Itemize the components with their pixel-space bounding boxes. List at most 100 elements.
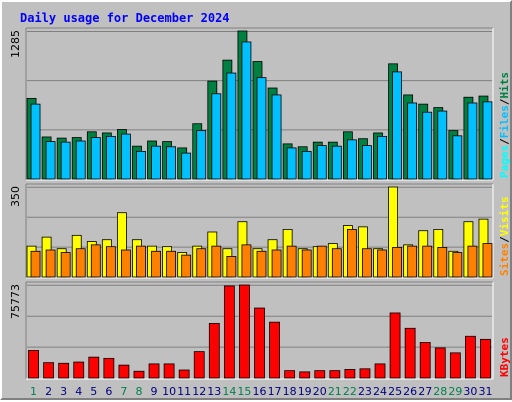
- legend-kbytes: KBytes: [498, 337, 511, 377]
- bar-files-day-10: [166, 146, 177, 180]
- x-tick-label: 24: [373, 385, 387, 398]
- legend-files: Files: [498, 105, 511, 138]
- legend-hits: Hits: [498, 72, 511, 99]
- x-tick-label: 30: [463, 385, 477, 398]
- bar-kbytes-day-17: [269, 321, 280, 379]
- bar-files-day-19: [301, 150, 312, 180]
- panel-visits-sites: 350 Sites/Visits: [9, 183, 511, 279]
- bar-sites-day-6: [105, 246, 116, 278]
- bar-sites-day-30: [467, 245, 478, 278]
- bar-sites-day-11: [181, 254, 192, 278]
- bar-kbytes-day-28: [434, 347, 446, 379]
- bar-files-day-25: [392, 71, 402, 180]
- bar-files-day-18: [286, 147, 297, 180]
- bar-kbytes-day-27: [419, 342, 431, 379]
- bar-files-day-12: [196, 130, 207, 180]
- bar-kbytes-day-25: [389, 312, 401, 379]
- bar-files-day-7: [121, 133, 131, 180]
- bar-files-day-21: [331, 145, 342, 180]
- x-tick-label: 20: [313, 385, 327, 398]
- x-tick-label: 25: [388, 385, 402, 398]
- bar-sites-day-4: [75, 248, 86, 278]
- x-tick-label: 4: [75, 385, 82, 398]
- bar-files-day-26: [407, 102, 418, 180]
- bar-sites-day-1: [30, 250, 41, 278]
- x-tick-label: 3: [60, 385, 67, 398]
- bar-files-day-4: [75, 140, 86, 180]
- bar-sites-day-16: [256, 250, 267, 278]
- bar-files-day-11: [181, 152, 192, 180]
- bar-kbytes-day-31: [480, 338, 491, 379]
- legend-visits-sites: Sites/Visits: [498, 197, 511, 277]
- bar-kbytes-day-13: [208, 322, 220, 379]
- x-tick-label: 1: [30, 385, 37, 398]
- x-tick-label: 29: [448, 385, 462, 398]
- bar-kbytes-day-14: [223, 285, 235, 379]
- x-tick-label: 13: [207, 385, 221, 398]
- y-max-label: 350: [9, 186, 22, 207]
- bar-sites-day-31: [482, 243, 493, 278]
- bar-sites-day-18: [286, 245, 297, 278]
- bar-kbytes-day-23: [359, 368, 371, 379]
- bar-kbytes-day-20: [314, 370, 326, 379]
- bar-sites-day-28: [437, 247, 448, 278]
- bar-kbytes-day-6: [103, 357, 115, 379]
- bar-sites-day-24: [377, 249, 387, 278]
- bar-files-day-29: [452, 135, 463, 180]
- bar-sites-day-26: [407, 245, 418, 278]
- bar-files-day-9: [151, 145, 161, 180]
- bar-sites-day-19: [301, 249, 312, 278]
- bar-files-day-2: [45, 141, 56, 180]
- bar-kbytes-day-18: [284, 370, 296, 379]
- bar-files-day-28: [437, 110, 448, 180]
- x-tick-label: 26: [403, 385, 417, 398]
- x-axis-labels: 1 2 3 4 5 6 7 8 9 10 11 12 13 14 15 16 17 18 19 20 21 22 23 24 2…: [30, 385, 492, 398]
- x-tick-label: 5: [90, 385, 97, 398]
- x-tick-label: 16: [253, 385, 267, 398]
- bar-sites-day-9: [151, 250, 161, 278]
- bar-kbytes-day-9: [148, 363, 160, 379]
- x-tick-label: 31: [478, 385, 492, 398]
- bar-sites-day-27: [422, 245, 433, 278]
- bar-kbytes-day-15: [239, 284, 250, 379]
- bar-kbytes-day-3: [58, 362, 70, 379]
- panel-kbytes: 75773 KBytes: [9, 281, 511, 380]
- x-tick-label: 21: [328, 385, 342, 398]
- bar-kbytes-day-1: [28, 349, 39, 379]
- bar-sites-day-21: [331, 248, 342, 278]
- bar-kbytes-day-4: [73, 361, 85, 379]
- x-tick-label: 18: [283, 385, 297, 398]
- y-max-label: 1285: [9, 30, 22, 58]
- bar-sites-day-10: [166, 250, 177, 278]
- bar-kbytes-day-16: [254, 307, 265, 379]
- x-tick-label: 28: [433, 385, 447, 398]
- bar-files-day-13: [211, 93, 222, 180]
- bar-sites-day-29: [452, 252, 463, 278]
- x-tick-label: 23: [358, 385, 372, 398]
- legend-sites: Sites: [498, 243, 511, 276]
- legend-pages: Pages: [498, 145, 511, 178]
- bar-sites-day-3: [60, 252, 71, 278]
- bar-kbytes-day-24: [374, 363, 386, 379]
- bar-files-day-17: [271, 94, 282, 180]
- bar-kbytes-day-7: [118, 364, 130, 379]
- bar-files-day-8: [136, 150, 146, 180]
- bar-files-day-15: [241, 41, 252, 180]
- bar-sites-day-23: [362, 248, 372, 278]
- bar-kbytes-day-29: [449, 352, 461, 379]
- bar-sites-day-20: [316, 245, 327, 278]
- bar-kbytes-day-19: [299, 371, 311, 379]
- x-tick-label: 22: [343, 385, 357, 398]
- bar-files-day-5: [90, 137, 101, 180]
- bar-sites-day-22: [346, 229, 357, 278]
- bar-files-day-23: [362, 145, 372, 180]
- legend-kbytes: KBytes: [498, 337, 511, 377]
- bar-sites-day-17: [271, 249, 282, 278]
- bar-files-day-20: [316, 145, 327, 180]
- x-tick-label: 2: [45, 385, 52, 398]
- x-tick-label: 19: [298, 385, 312, 398]
- x-tick-label: 11: [177, 385, 191, 398]
- bar-files-day-30: [467, 102, 478, 180]
